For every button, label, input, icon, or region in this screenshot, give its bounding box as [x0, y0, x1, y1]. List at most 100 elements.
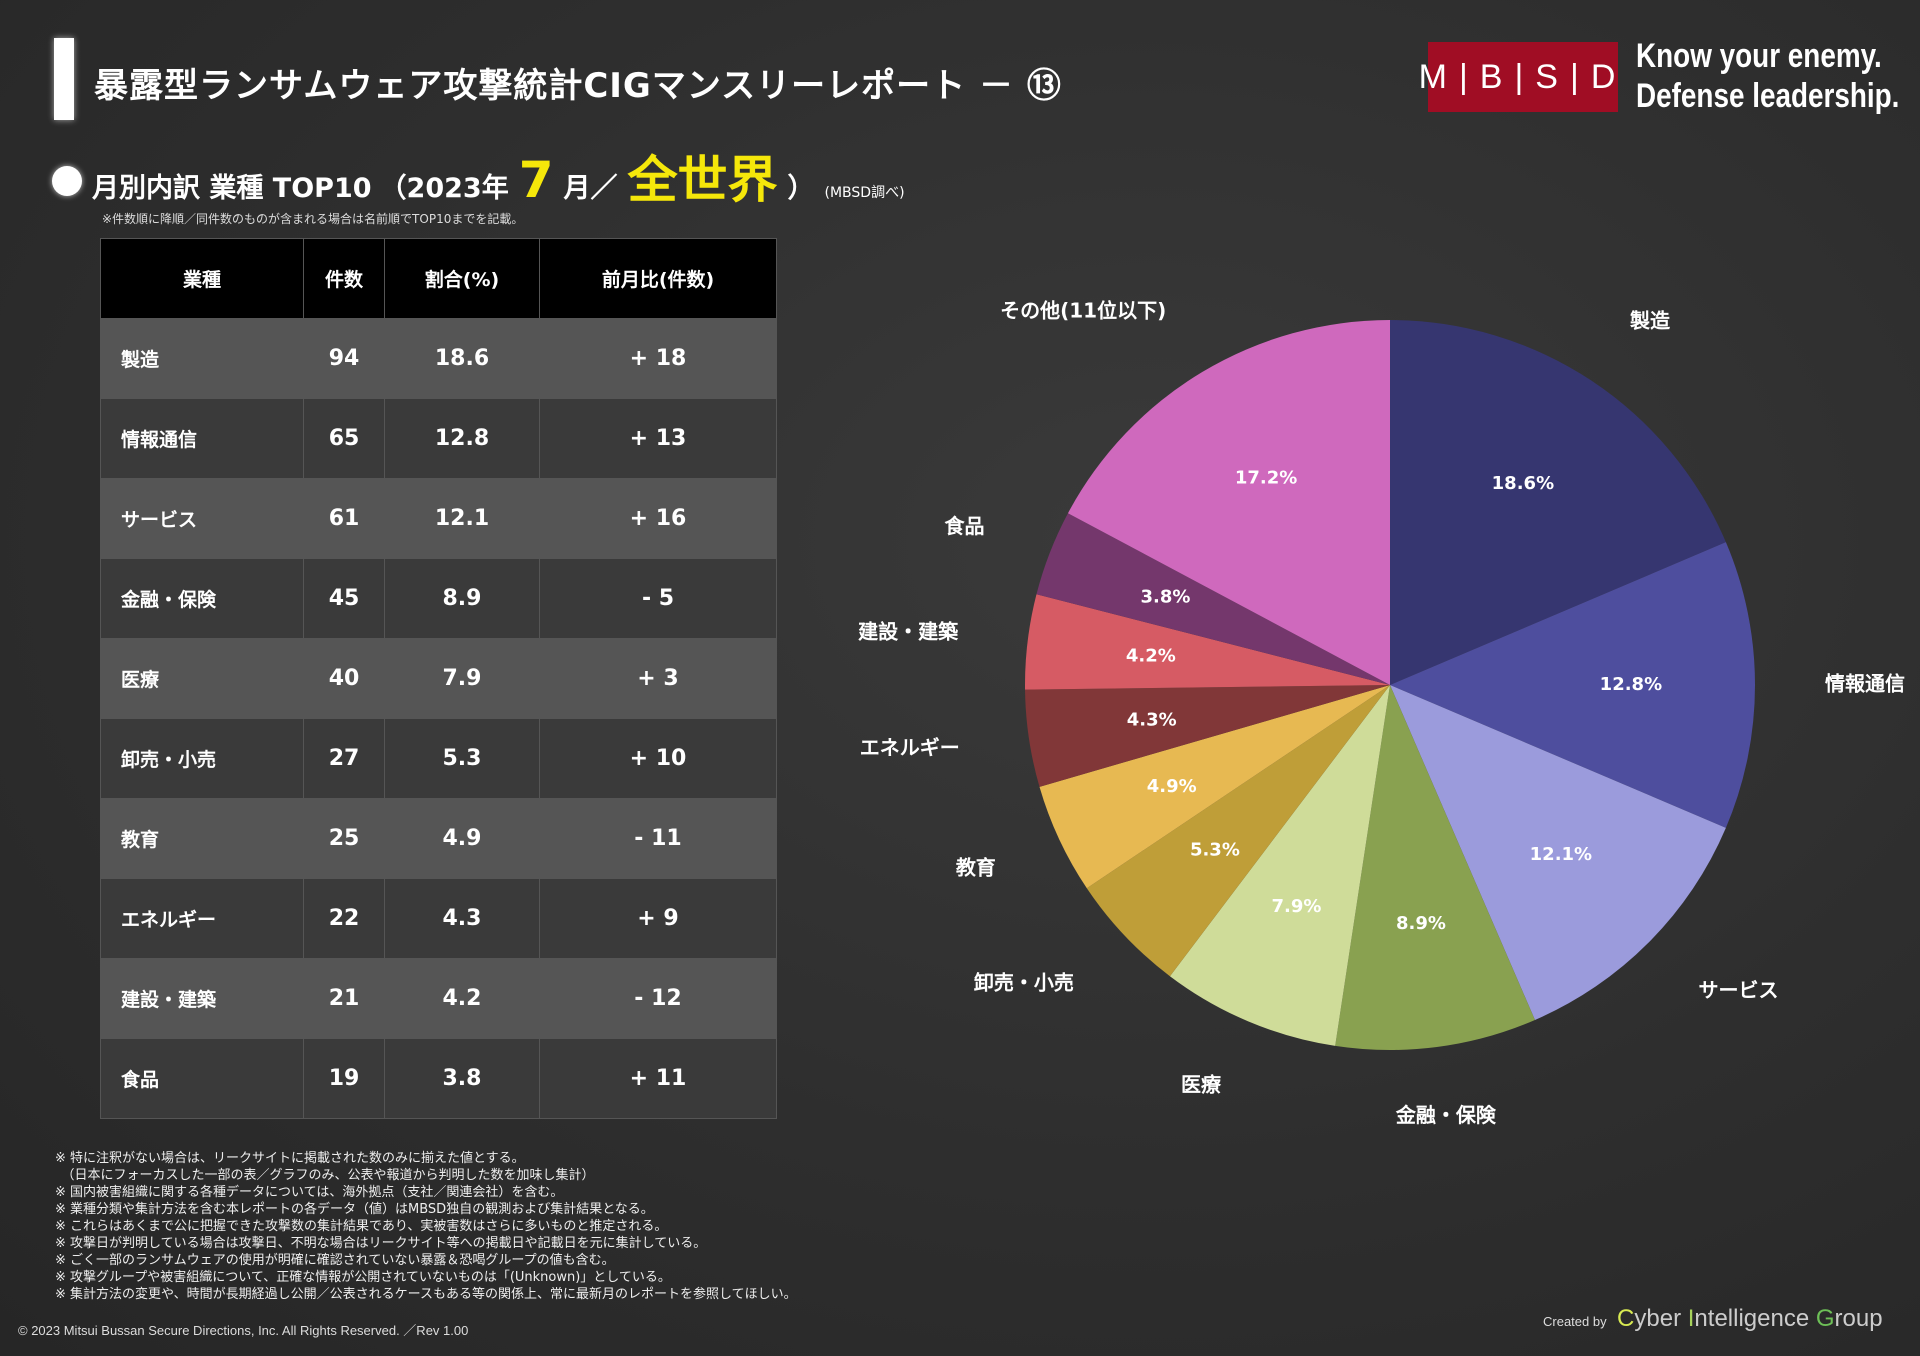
pie-data-label: 18.6%	[1492, 473, 1554, 494]
pie-data-label: 4.2%	[1126, 645, 1176, 666]
cell-share: 5.3	[384, 718, 540, 799]
cell-industry: エネルギー	[100, 878, 304, 959]
credit-group-i: I	[1687, 1305, 1695, 1332]
pie-category-label: その他(11位以下)	[1000, 298, 1166, 322]
credit-group-g: G	[1815, 1305, 1835, 1332]
table-row: 食品 19 3.8 + 11	[100, 1038, 777, 1119]
cell-change: + 11	[539, 1038, 777, 1119]
footnotes: ※ 特に注釈がない場合は、リークサイトに掲載された数のみに揃えた値とする。 （日…	[55, 1150, 797, 1303]
cell-count: 94	[303, 318, 385, 399]
footnote-line: ※ ごく一部のランサムウェアの使用が明確に確認されていない暴露＆恐喝グループの値…	[55, 1253, 615, 1268]
table-row: 製造 94 18.6 + 18	[100, 318, 777, 399]
pie-category-label: 食品	[945, 514, 985, 538]
pie-category-label: 金融・保険	[1395, 1103, 1497, 1127]
footnote-line: ※ 特に注釈がない場合は、リークサイトに掲載された数のみに揃えた値とする。	[55, 1151, 525, 1166]
subtitle-main: 月別内訳 業種 TOP10	[92, 173, 372, 204]
cell-share: 12.1	[384, 478, 540, 559]
tagline: Know your enemy. Defense leadership.	[1636, 36, 1899, 116]
pie-slice	[1025, 594, 1390, 690]
subtitle-month-unit: 月／	[563, 173, 618, 204]
cell-count: 40	[303, 638, 385, 719]
footnote-line: ※ これらはあくまで公に把握できた攻撃数の集計結果であり、実被害数はさらに多いも…	[55, 1219, 668, 1234]
cell-share: 4.3	[384, 878, 540, 959]
pie-category-label: サービス	[1699, 978, 1779, 1002]
pie-slice	[1086, 685, 1390, 977]
pie-data-label: 12.1%	[1530, 844, 1592, 865]
pie-category-label: 教育	[956, 855, 996, 879]
cell-count: 45	[303, 558, 385, 639]
cell-count: 25	[303, 798, 385, 879]
cell-count: 61	[303, 478, 385, 559]
pie-category-label: 建設・建築	[858, 620, 959, 644]
cell-change: + 3	[539, 638, 777, 719]
cell-count: 19	[303, 1038, 385, 1119]
pie-slice	[1169, 685, 1390, 1046]
pie-category-label: 卸売・小売	[974, 970, 1074, 994]
footnote-line: ※ 集計方法の変更や、時間が長期経過し公開／公表されるケースもある等の関係上、常…	[55, 1287, 797, 1302]
pie-data-label: 7.9%	[1271, 896, 1321, 917]
subtitle-region: 全世界	[627, 151, 778, 209]
pie-slice	[1335, 685, 1535, 1050]
pie-data-label: 4.3%	[1127, 709, 1177, 730]
cell-count: 21	[303, 958, 385, 1039]
cell-industry: 製造	[100, 318, 304, 399]
cell-count: 27	[303, 718, 385, 799]
footnote-line: ※ 攻撃日が判明している場合は攻撃日、不明な場合はリークサイト等への掲載日や記載…	[55, 1236, 707, 1251]
cell-count: 65	[303, 398, 385, 479]
cell-industry: 食品	[100, 1038, 304, 1119]
tagline-line-1: Know your enemy.	[1636, 37, 1882, 75]
credit-group-c: C	[1617, 1305, 1635, 1332]
cell-share: 12.8	[384, 398, 540, 479]
pie-category-label: 医療	[1181, 1072, 1221, 1096]
table-row: エネルギー 22 4.3 + 9	[100, 878, 777, 959]
cell-industry: 金融・保険	[100, 558, 304, 639]
pie-data-label: 8.9%	[1396, 913, 1446, 934]
cell-industry: 教育	[100, 798, 304, 879]
table-row: 医療 40 7.9 + 3	[100, 638, 777, 719]
cell-share: 4.9	[384, 798, 540, 879]
ranking-note: ※件数順に降順／同件数のものが含まれる場合は名前順でTOP10までを記載。	[102, 212, 524, 226]
cell-share: 3.8	[384, 1038, 540, 1119]
tagline-line-2: Defense leadership.	[1636, 77, 1900, 115]
pie-data-label: 12.8%	[1600, 674, 1662, 695]
table-row: 教育 25 4.9- 11	[100, 798, 777, 879]
pie-data-label: 4.9%	[1147, 776, 1197, 797]
credit-group-2: ntelligence	[1694, 1305, 1816, 1332]
pie-slice	[1390, 542, 1756, 828]
page-title: 暴露型ランサムウェア攻撃統計CIGマンスリーレポート － ⑬	[94, 66, 1062, 106]
section-subtitle: 月別内訳 業種 TOP10 （2023年 7 月／ 全世界 ） (MBSD調べ)	[92, 140, 905, 212]
header-change: 前月比(件数)	[539, 238, 777, 319]
cell-share: 4.2	[384, 958, 540, 1039]
industry-table: 業種 件数 割合(%) 前月比(件数) 製造 94 18.6 + 18 情報通信 65 12…	[100, 238, 777, 1119]
credit-group-1: yber	[1634, 1305, 1688, 1332]
pie-category-label: 情報通信	[1825, 672, 1905, 696]
cell-change: - 11	[539, 798, 777, 879]
table-row: 情報通信 65 12.8 + 13	[100, 398, 777, 479]
credit: Created by Cyber Intelligence Group	[1543, 1305, 1883, 1333]
subtitle-source: (MBSD調べ)	[824, 185, 905, 201]
cell-industry: 情報通信	[100, 398, 304, 479]
pie-data-label: 5.3%	[1190, 839, 1240, 860]
table-row: 金融・保険 45 8.9- 5	[100, 558, 777, 639]
pie-category-label: 製造	[1630, 309, 1671, 333]
footnote-line: （日本にフォーカスした一部の表／グラフのみ、公表や報道から判明した数を加味し集計…	[55, 1168, 595, 1183]
footnote-line: ※ 業種分類や集計方法を含む本レポートの各データ（値）はMBSD独自の観測および…	[55, 1202, 654, 1217]
pie-category-label: エネルギー	[860, 735, 960, 759]
cell-industry: 医療	[100, 638, 304, 719]
pie-slice	[1390, 685, 1726, 1020]
footnote-line: ※ 国内被害組織に関する各種データについては、海外拠点（支社／関連会社）を含む。	[55, 1185, 564, 1200]
pie-slice	[1039, 685, 1390, 889]
table-row: 建設・建築 21 4.2- 12	[100, 958, 777, 1039]
header-share: 割合(%)	[384, 238, 540, 319]
table-row: サービス 61 12.1 + 16	[100, 478, 777, 559]
credit-group-name: Cyber Intelligence Group	[1617, 1305, 1883, 1332]
cell-share: 8.9	[384, 558, 540, 639]
pie-slice	[1390, 320, 1726, 685]
pie-slice	[1036, 513, 1390, 685]
subtitle-month: 7	[518, 151, 554, 209]
cell-change: + 16	[539, 478, 777, 559]
cell-change: + 18	[539, 318, 777, 399]
copyright: © 2023 Mitsui Bussan Secure Directions, …	[18, 1323, 469, 1338]
cell-change: + 13	[539, 398, 777, 479]
